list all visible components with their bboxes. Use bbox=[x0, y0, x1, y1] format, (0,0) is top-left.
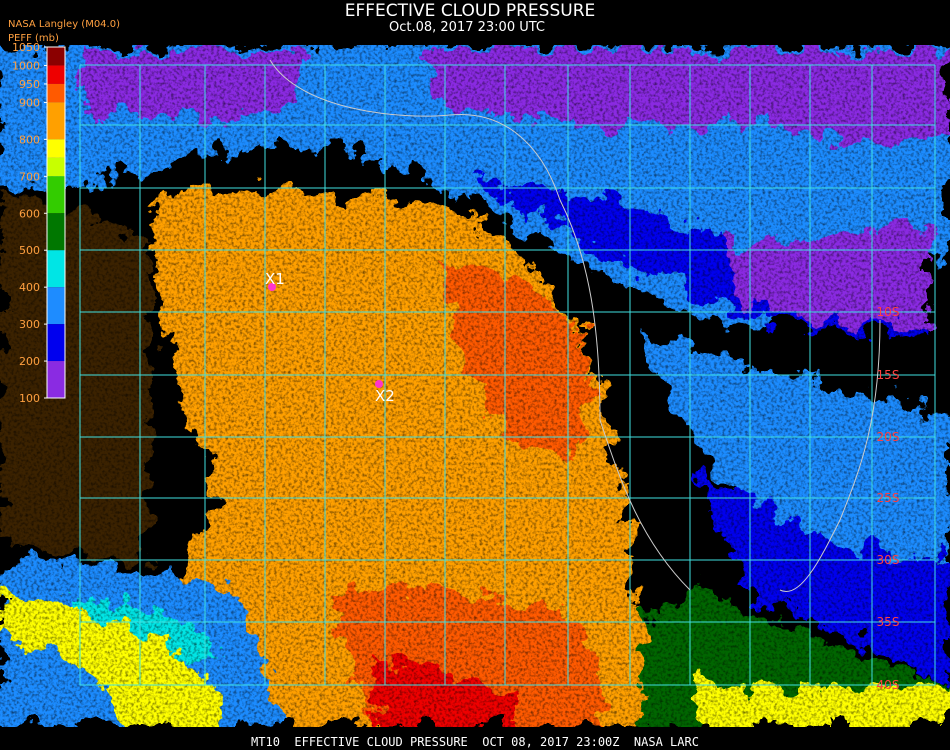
coastline bbox=[269, 59, 881, 593]
colorbar-tick-label: 700 bbox=[19, 170, 40, 183]
colorbar-tick-label: 500 bbox=[19, 244, 40, 257]
colorbar-frame bbox=[46, 46, 66, 399]
colorbar-tick-label: 1000 bbox=[12, 59, 40, 72]
latitude-label: 25S bbox=[877, 491, 900, 505]
colorbar-segment bbox=[47, 83, 65, 103]
colorbar-segment bbox=[47, 65, 65, 84]
colorbar-tick-label: 900 bbox=[19, 96, 40, 109]
colorbar-tick-label: 1050 bbox=[12, 41, 40, 54]
marker-label: X1 bbox=[265, 270, 285, 288]
lat-lon-grid bbox=[79, 64, 936, 686]
latitude-label: 35S bbox=[877, 615, 900, 629]
colorbar-tick-label: 950 bbox=[19, 78, 40, 91]
latitude-label: 30S bbox=[877, 553, 900, 567]
colorbar-segment bbox=[47, 176, 65, 214]
marker-point bbox=[268, 283, 276, 291]
footer: MT10 EFFECTIVE CLOUD PRESSURE OCT 08, 20… bbox=[251, 735, 699, 749]
latitude-label: 15S bbox=[877, 368, 900, 382]
marker-label: X2 bbox=[375, 387, 395, 405]
colorbar-tick-label: 400 bbox=[19, 281, 40, 294]
colorbar: 1050 1000 950 900 800 700 600 500 400 300 200 100 bbox=[12, 41, 66, 405]
colorbar-segment bbox=[47, 102, 65, 140]
colorbar-segment bbox=[47, 47, 65, 66]
satellite-image bbox=[0, 45, 950, 727]
latitude-label: 20S bbox=[877, 430, 900, 444]
colorbar-tick-label: 300 bbox=[19, 318, 40, 331]
colorbar-segment bbox=[47, 361, 65, 398]
colorbar-label: PEFF (mb) bbox=[8, 33, 59, 44]
latitude-label: 10S bbox=[877, 305, 900, 319]
latitude-labels: 10S 15S 20S 25S 30S 35S 40S bbox=[877, 305, 900, 692]
colorbar-tick-label: 100 bbox=[19, 392, 40, 405]
colorbar-tick-label: 600 bbox=[19, 207, 40, 220]
colorbar-segment bbox=[47, 287, 65, 325]
colorbar-segment bbox=[47, 213, 65, 251]
colorbar-segment bbox=[47, 250, 65, 288]
colorbar-tick-label: 200 bbox=[19, 355, 40, 368]
title: EFFECTIVE CLOUD PRESSURE bbox=[345, 1, 596, 21]
subtitle: Oct.08, 2017 23:00 UTC bbox=[389, 20, 545, 35]
latitude-label: 40S bbox=[877, 678, 900, 692]
marker-point bbox=[375, 380, 383, 388]
colorbar-tick-label: 800 bbox=[19, 133, 40, 146]
colorbar-segment bbox=[47, 157, 65, 177]
source-label: NASA Langley (M04.0) bbox=[8, 19, 120, 30]
colorbar-segment bbox=[47, 139, 65, 158]
colorbar-segment bbox=[47, 324, 65, 362]
